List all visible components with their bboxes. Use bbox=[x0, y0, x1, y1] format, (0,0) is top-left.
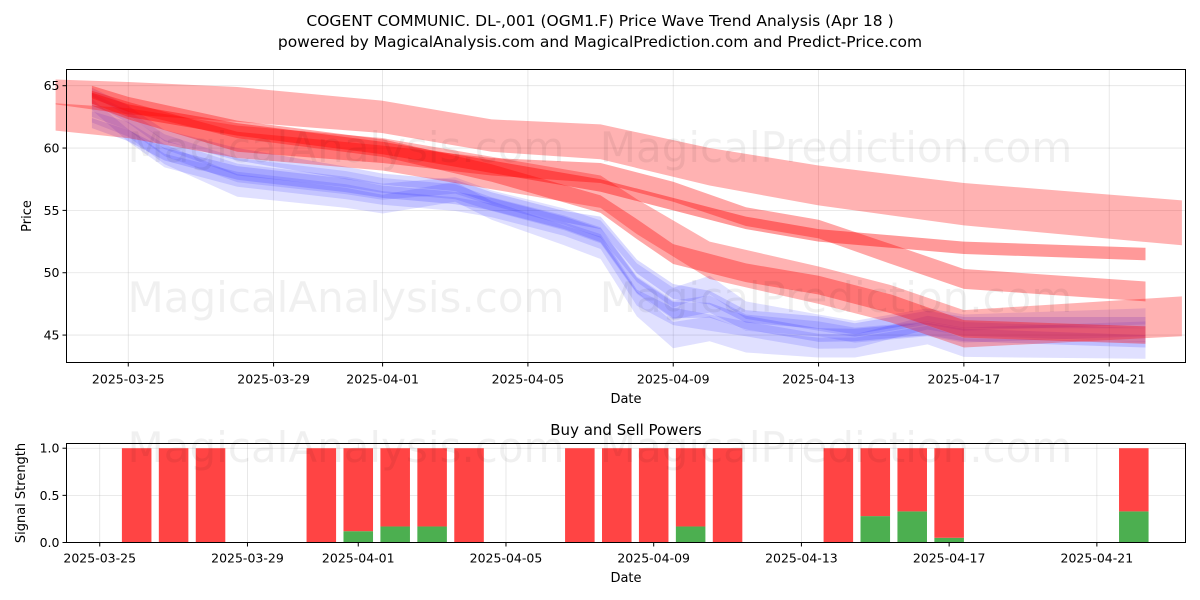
y-tick-label: 1.0 bbox=[40, 441, 60, 456]
y-tick-label: 60 bbox=[44, 141, 60, 156]
bottom-bars-layer bbox=[121, 448, 1149, 543]
sell-bar-2025-04-07 bbox=[565, 448, 595, 543]
sell-bar-2025-04-22 bbox=[1119, 448, 1149, 512]
buy-bar-2025-04-02 bbox=[380, 526, 410, 543]
x-tick-label: 2025-04-21 bbox=[1061, 551, 1134, 566]
sell-bar-2025-03-26 bbox=[121, 448, 152, 543]
y-tick-label: 65 bbox=[44, 78, 60, 93]
bottom-x-axis: 2025-03-25 2025-03-29 2025-04-01 2025-04-05… bbox=[63, 542, 1134, 566]
chart-title: COGENT COMMUNIC. DL-,001 (OGM1.F) Price … bbox=[306, 12, 893, 30]
buy-bar-2025-04-15 bbox=[860, 516, 891, 543]
x-tick-label: 2025-03-25 bbox=[63, 551, 136, 566]
sell-bar-2025-04-16 bbox=[897, 448, 927, 512]
x-tick-label: 2025-04-09 bbox=[617, 551, 690, 566]
top-y-axis-label: Price bbox=[20, 200, 35, 232]
red-wave-band-9 bbox=[91, 85, 1146, 344]
top-plot-frame bbox=[66, 69, 1186, 363]
x-tick-label: 2025-04-09 bbox=[637, 372, 710, 387]
watermark-2: MagicalPrediction.com bbox=[600, 123, 1073, 172]
top-series-layer bbox=[55, 79, 1182, 359]
y-tick-label: 45 bbox=[44, 328, 60, 343]
top-grid bbox=[66, 69, 1186, 363]
x-tick-label: 2025-03-29 bbox=[237, 372, 310, 387]
y-tick-label: 0.0 bbox=[40, 535, 60, 550]
sell-bar-2025-04-01 bbox=[343, 448, 374, 532]
x-tick-label: 2025-04-01 bbox=[346, 372, 419, 387]
bottom-y-axis: 0.0 0.5 1.0 bbox=[40, 441, 67, 550]
buy-bar-2025-04-03 bbox=[417, 526, 447, 543]
x-tick-label: 2025-04-13 bbox=[782, 372, 855, 387]
top-x-axis-label: Date bbox=[610, 392, 641, 407]
sell-bar-2025-04-11 bbox=[712, 448, 743, 543]
sell-bar-2025-04-08 bbox=[601, 448, 632, 543]
x-tick-label: 2025-03-29 bbox=[211, 551, 284, 566]
x-tick-label: 2025-03-25 bbox=[92, 372, 165, 387]
x-tick-label: 2025-04-17 bbox=[928, 372, 1001, 387]
sell-bar-2025-03-31 bbox=[306, 448, 337, 543]
red-wave-band-8 bbox=[91, 90, 1146, 302]
red-wave-band-7 bbox=[55, 103, 1182, 348]
bottom-x-axis-label: Date bbox=[610, 571, 641, 586]
watermark-5: MagicalAnalysis.com bbox=[128, 423, 565, 472]
bottom-plot-frame bbox=[66, 443, 1186, 543]
top-y-axis: 45 50 55 60 65 bbox=[44, 78, 67, 343]
bottom-y-axis-label: Signal Strength bbox=[14, 443, 29, 543]
x-tick-label: 2025-04-17 bbox=[913, 551, 986, 566]
sell-bar-2025-04-04 bbox=[454, 448, 484, 543]
sell-bar-2025-04-09 bbox=[638, 448, 669, 543]
sell-bar-2025-04-14 bbox=[823, 448, 854, 543]
blue-wave-band-2 bbox=[91, 104, 1146, 337]
x-tick-label: 2025-04-05 bbox=[470, 551, 543, 566]
buy-bar-2025-04-17 bbox=[934, 537, 964, 543]
sell-bar-2025-04-15 bbox=[860, 448, 891, 517]
watermark-1: MagicalAnalysis.com bbox=[128, 123, 565, 172]
red-wave-band-6 bbox=[55, 79, 1182, 246]
watermark-4: MagicalPrediction.com bbox=[600, 273, 1073, 322]
y-tick-label: 50 bbox=[44, 265, 60, 280]
x-tick-label: 2025-04-13 bbox=[765, 551, 838, 566]
sell-bar-2025-03-28 bbox=[195, 448, 226, 543]
sell-bar-2025-04-10 bbox=[675, 448, 706, 527]
sell-bar-2025-04-02 bbox=[380, 448, 410, 527]
sell-bar-2025-04-17 bbox=[934, 448, 964, 538]
buy-bar-2025-04-22 bbox=[1119, 511, 1149, 543]
x-tick-label: 2025-04-21 bbox=[1073, 372, 1146, 387]
sell-bar-2025-03-27 bbox=[158, 448, 189, 543]
buy-bar-2025-04-01 bbox=[343, 531, 374, 543]
y-tick-label: 0.5 bbox=[40, 488, 60, 503]
y-tick-label: 55 bbox=[44, 203, 60, 218]
top-x-axis: 2025-03-25 2025-03-29 2025-04-01 2025-04-05… bbox=[92, 362, 1146, 387]
bottom-chart-title: Buy and Sell Powers bbox=[550, 421, 702, 439]
watermark-6: MagicalPrediction.com bbox=[600, 423, 1073, 472]
watermark-3: MagicalAnalysis.com bbox=[128, 273, 565, 322]
sell-bar-2025-04-03 bbox=[417, 448, 447, 527]
chart-subtitle: powered by MagicalAnalysis.com and Magic… bbox=[278, 33, 922, 51]
x-tick-label: 2025-04-05 bbox=[492, 372, 565, 387]
buy-bar-2025-04-16 bbox=[897, 511, 927, 543]
x-tick-label: 2025-04-01 bbox=[322, 551, 395, 566]
buy-bar-2025-04-10 bbox=[675, 526, 706, 543]
